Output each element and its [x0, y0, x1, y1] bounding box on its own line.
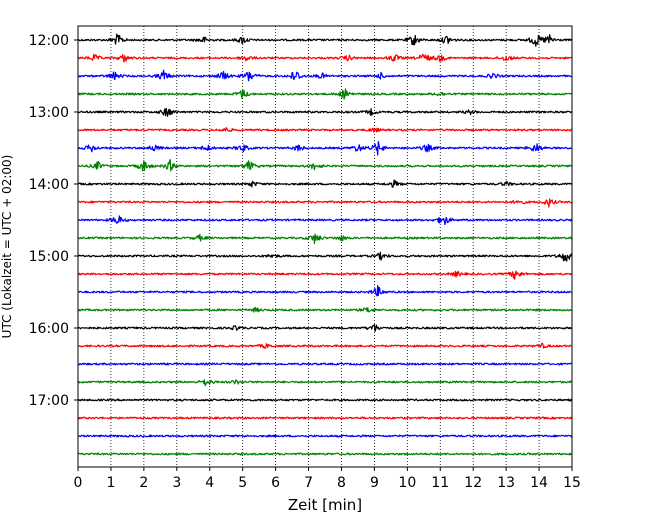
trace-1345 — [77, 158, 573, 172]
trace-1245 — [77, 88, 573, 100]
trace-1300 — [77, 107, 573, 117]
trace-1500 — [77, 251, 573, 262]
x-tick-label: 15 — [563, 475, 581, 491]
x-tick-label: 1 — [106, 475, 115, 491]
trace-1315 — [77, 127, 573, 133]
x-tick-label: 5 — [238, 475, 247, 491]
y-tick-label: 12:00 — [29, 33, 69, 49]
trace-1200 — [77, 33, 573, 47]
trace-1415 — [77, 198, 573, 208]
trace-1230 — [77, 69, 573, 82]
trace-lines — [77, 33, 573, 456]
y-tick-label: 17:00 — [29, 393, 69, 409]
trace-1530 — [77, 284, 573, 297]
y-axis-label: UTC (Lokalzeit = UTC + 02:00) — [0, 155, 14, 339]
x-axis-ticks: 0 1 2 3 4 5 6 7 8 9 10 11 12 13 14 15 — [74, 467, 581, 491]
trace-1615 — [77, 342, 573, 349]
trace-1645 — [77, 379, 573, 387]
y-axis-ticks: 12:00 13:00 14:00 15:00 16:00 17:00 — [29, 33, 78, 409]
trace-1330 — [77, 140, 573, 156]
x-tick-label: 7 — [304, 475, 313, 491]
plot-frame — [77, 25, 573, 468]
trace-1430 — [77, 215, 573, 226]
x-tick-label: 9 — [370, 475, 379, 491]
trace-1400 — [77, 179, 573, 188]
y-tick-label: 15:00 — [29, 249, 69, 265]
y-tick-label: 13:00 — [29, 105, 69, 121]
x-axis-label: Zeit [min] — [288, 496, 362, 514]
x-tick-label: 12 — [464, 475, 482, 491]
x-tick-label: 4 — [205, 475, 214, 491]
trace-1730 — [77, 434, 573, 438]
x-tick-label: 6 — [271, 475, 280, 491]
x-tick-label: 13 — [497, 475, 515, 491]
y-tick-label: 14:00 — [29, 177, 69, 193]
x-tick-label: 8 — [337, 475, 346, 491]
trace-1215 — [77, 53, 573, 63]
x-tick-label: 2 — [139, 475, 148, 491]
y-tick-label: 16:00 — [29, 321, 69, 337]
x-tick-label: 3 — [172, 475, 181, 491]
trace-1630 — [77, 362, 573, 366]
trace-1600 — [77, 324, 573, 332]
trace-1515 — [77, 270, 573, 280]
trace-1545 — [77, 306, 573, 313]
x-tick-label: 11 — [431, 475, 449, 491]
trace-1445 — [77, 233, 573, 245]
trace-1745 — [77, 452, 573, 456]
trace-1715 — [77, 416, 573, 420]
trace-1700 — [77, 398, 573, 402]
x-tick-label: 14 — [530, 475, 548, 491]
x-tick-label: 0 — [74, 475, 83, 491]
x-tick-label: 10 — [398, 475, 416, 491]
